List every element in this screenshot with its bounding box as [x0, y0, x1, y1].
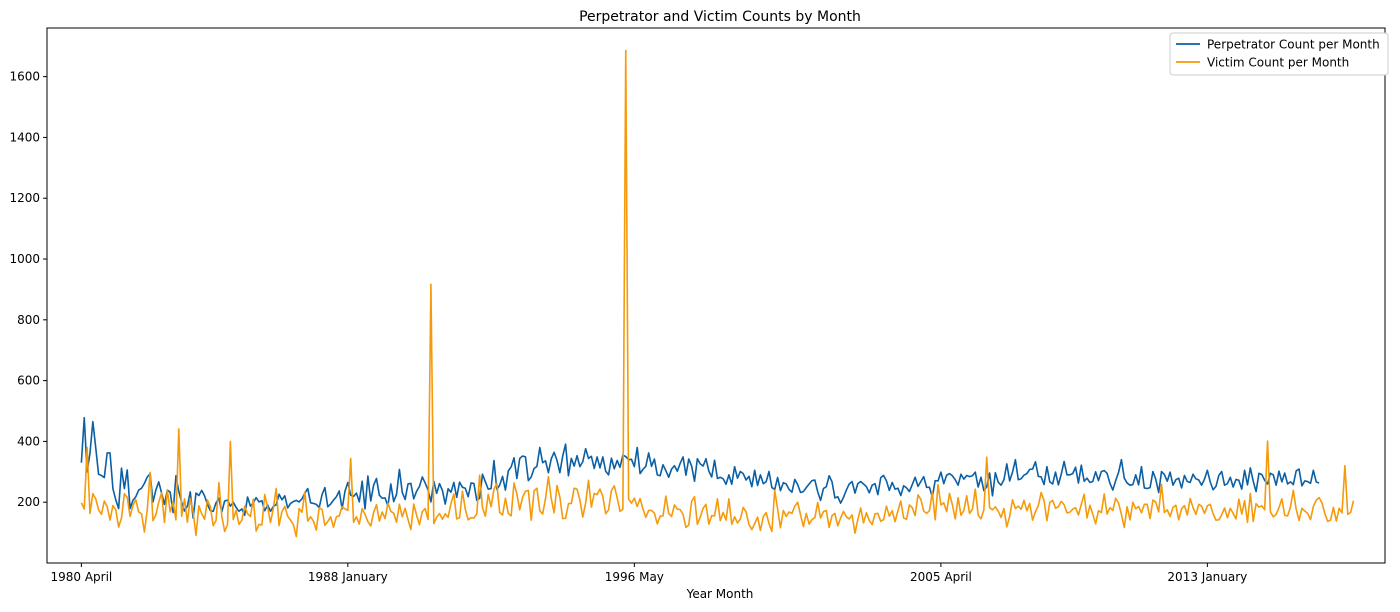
x-tick-label: 1980 April [50, 570, 112, 584]
y-tick-label: 1400 [9, 130, 40, 144]
y-tick-label: 1200 [9, 191, 40, 205]
perpetrator-series-line [80, 416, 1320, 519]
x-tick-label: 2013 January [1167, 570, 1247, 584]
legend-label-perpetrator: Perpetrator Count per Month [1207, 38, 1380, 52]
x-tick-label: 1988 January [308, 570, 388, 584]
legend-box [1169, 32, 1389, 76]
y-tick-label: 400 [17, 434, 40, 448]
plot-frame [46, 27, 1386, 564]
x-axis-label: Year Month [686, 587, 754, 601]
chart-title: Perpetrator and Victim Counts by Month [579, 9, 861, 25]
y-tick-label: 1600 [9, 70, 40, 84]
legend-label-victim: Victim Count per Month [1207, 56, 1349, 70]
x-tick-label: 2005 April [910, 570, 972, 584]
y-tick-label: 600 [17, 374, 40, 388]
y-tick-label: 200 [17, 495, 40, 509]
y-tick-label: 1000 [9, 252, 40, 266]
x-tick-label: 1996 May [605, 570, 664, 584]
legend: Perpetrator Count per Month Victim Count… [1169, 32, 1389, 76]
victim-series-line [80, 49, 1355, 538]
y-tick-label: 800 [17, 313, 40, 327]
